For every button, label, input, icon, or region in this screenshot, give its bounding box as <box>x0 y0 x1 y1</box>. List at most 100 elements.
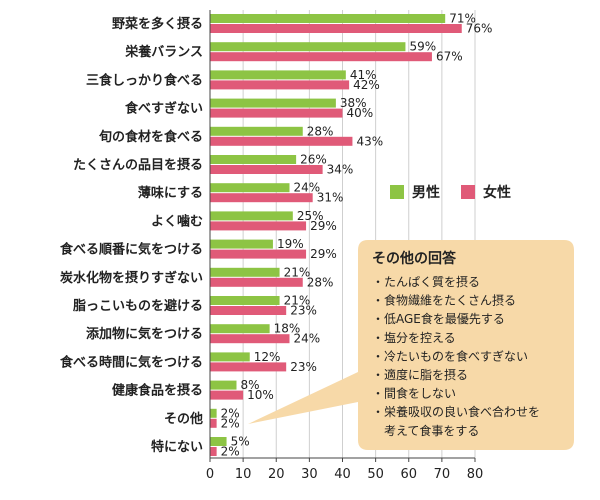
value-label-female: 34% <box>327 163 354 177</box>
bar-female <box>210 249 307 259</box>
value-label-female: 23% <box>290 304 317 318</box>
value-label-male: 21% <box>284 265 311 279</box>
value-label-female: 2% <box>221 416 240 430</box>
value-label-male: 38% <box>340 96 367 110</box>
value-label-male: 5% <box>231 435 250 449</box>
callout-items: ・たんぱく質を摂る・食物繊維をたくさん摂る・低AGE食を最優先する・塩分を控える… <box>372 274 540 438</box>
callout-item: ・たんぱく質を摂る <box>372 274 480 289</box>
value-label-male: 26% <box>300 153 327 167</box>
category-label: 脂っこいものを避ける <box>72 298 203 314</box>
x-axis-ticks: 0 10 20 30 40 50 60 70 80 <box>206 467 483 482</box>
category-label: 添加物に気をつける <box>86 326 203 342</box>
legend-swatch-male <box>390 185 404 199</box>
legend-label-female: 女性 <box>483 184 511 201</box>
category-label: その他 <box>164 411 203 427</box>
value-label-male: 71% <box>449 12 476 26</box>
value-label-female: 29% <box>310 247 337 261</box>
category-label: よく噛む <box>151 213 203 229</box>
value-label-male: 19% <box>277 237 304 251</box>
x-tick-label: 40 <box>334 467 351 482</box>
bar-female <box>210 136 353 146</box>
bar-male <box>210 408 217 418</box>
bar-male <box>210 211 293 221</box>
bar-male <box>210 183 290 193</box>
category-label: たくさんの品目を摂る <box>73 157 203 173</box>
bar-female <box>210 52 432 62</box>
x-axis <box>209 10 476 462</box>
callout-item: ・適度に脂を摂る <box>372 367 468 382</box>
bar-male <box>210 296 280 305</box>
category-label: 特にない <box>151 439 203 455</box>
bar-male <box>210 267 280 277</box>
bar-female <box>210 24 462 33</box>
x-tick-label: 30 <box>301 467 318 482</box>
value-label-male: 25% <box>297 209 324 223</box>
bar-male <box>210 14 446 23</box>
value-labels: 71%76%59%67%41%42%38%40%28%43%26%34%24%3… <box>221 12 493 459</box>
bar-female <box>210 334 290 344</box>
callout-item: 考えて食事をする <box>372 423 479 438</box>
category-labels: 野菜を多く摂る栄養バランス三食しっかり食べる食べすぎない旬の食材を食べるたくさん… <box>60 16 203 455</box>
value-label-male: 41% <box>350 68 377 82</box>
value-label-female: 43% <box>356 134 383 148</box>
x-tick-label: 50 <box>367 467 384 482</box>
value-label-female: 2% <box>221 445 240 459</box>
value-label-male: 28% <box>307 124 334 138</box>
bar-female <box>210 277 303 287</box>
bar-female <box>210 418 217 428</box>
category-label: 食べる時間に気をつける <box>60 354 203 370</box>
bar-male <box>210 98 336 108</box>
value-label-female: 67% <box>436 50 463 64</box>
value-label-female: 24% <box>294 332 321 346</box>
x-tick-label: 60 <box>400 467 417 482</box>
bar-female <box>210 80 350 90</box>
value-label-male: 59% <box>409 40 436 54</box>
category-label: 健康食品を摂る <box>112 383 203 399</box>
value-label-male: 8% <box>241 378 260 392</box>
category-label: 野菜を多く摂る <box>112 16 203 32</box>
legend-label-male: 男性 <box>412 184 440 201</box>
x-tick-label: 10 <box>235 467 252 482</box>
bar-male <box>210 352 250 362</box>
value-label-female: 76% <box>466 22 493 36</box>
callout-bubble <box>248 240 574 450</box>
callout-item: ・間食をしない <box>372 386 456 401</box>
callout-item: ・塩分を控える <box>372 330 456 345</box>
bar-female <box>210 390 244 400</box>
x-tick-label: 0 <box>206 467 214 482</box>
bar-female <box>210 108 343 118</box>
category-label: 三食しっかり食べる <box>86 72 203 88</box>
bar-male <box>210 437 227 446</box>
bar-female <box>210 306 287 315</box>
bar-male <box>210 155 297 164</box>
callout-item: ・栄養吸収の良い食べ合わせを <box>372 404 540 419</box>
value-label-female: 31% <box>317 191 344 205</box>
bar-male <box>210 70 346 80</box>
legend: 男性 女性 <box>390 184 511 201</box>
value-label-male: 18% <box>274 322 301 336</box>
category-label: 旬の食材を食べる <box>98 129 203 145</box>
bar-male <box>210 239 273 249</box>
bar-female <box>210 193 313 203</box>
value-label-female: 10% <box>247 388 274 402</box>
bar-male <box>210 380 237 390</box>
category-label: 薄味にする <box>138 185 203 201</box>
value-label-male: 24% <box>294 181 321 195</box>
category-label: 炭水化物を摂りすぎない <box>60 270 203 286</box>
bar-male <box>210 42 406 52</box>
x-tick-label: 80 <box>467 467 484 482</box>
legend-swatch-female <box>461 185 475 199</box>
bar-female <box>210 165 323 174</box>
callout-title: その他の回答 <box>372 250 457 267</box>
bars <box>210 14 462 456</box>
bar-male <box>210 126 303 136</box>
bar-male <box>210 324 270 334</box>
value-label-female: 29% <box>310 219 337 233</box>
other-answers-callout: その他の回答 ・たんぱく質を摂る・食物繊維をたくさん摂る・低AGE食を最優先する… <box>248 240 574 450</box>
value-label-male: 2% <box>221 406 240 420</box>
callout-item: ・低AGE食を最優先する <box>372 311 505 326</box>
value-label-female: 40% <box>347 106 374 120</box>
value-label-female: 42% <box>353 78 380 92</box>
category-label: 食べすぎない <box>125 101 203 117</box>
